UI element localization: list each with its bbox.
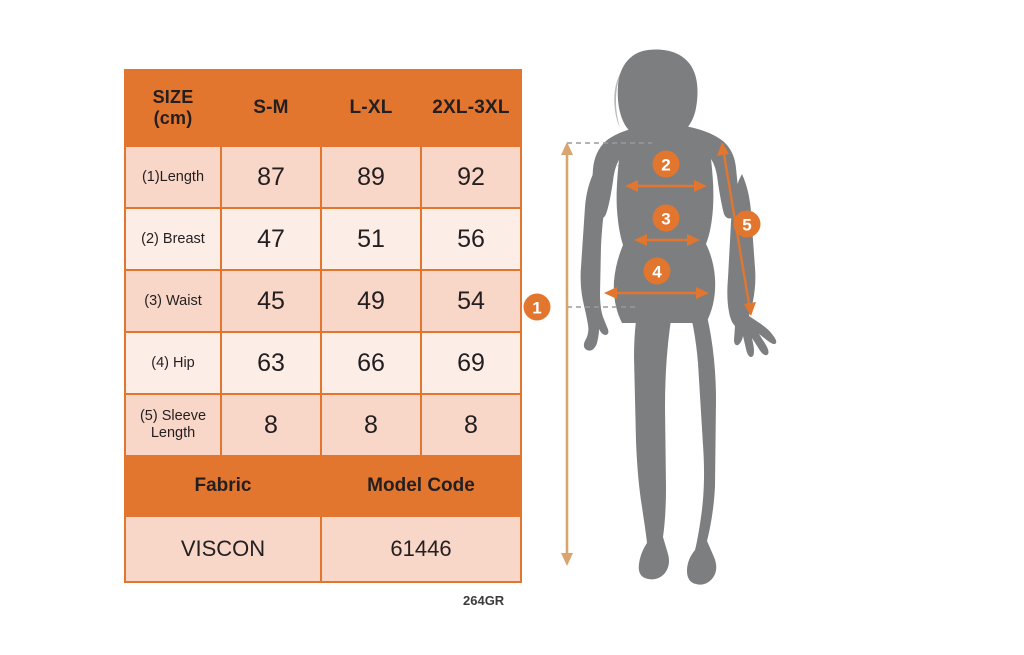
- footer-fabric-label: Fabric: [124, 455, 322, 517]
- header-col-3: 2XL-3XL: [420, 69, 522, 147]
- measurement-diagram: 1 2 3 4: [520, 14, 820, 634]
- cell-sleeve-2xl: 8: [420, 393, 522, 457]
- measurement-line-waist: [634, 234, 700, 246]
- cell-sleeve-lxl: 8: [320, 393, 422, 457]
- cell-breast-2xl: 56: [420, 207, 522, 271]
- badge-5-number: 5: [742, 216, 751, 235]
- measurement-line-length: [561, 142, 652, 566]
- cell-waist-2xl: 54: [420, 269, 522, 333]
- table-row: (3) Waist 45 49 54: [124, 269, 522, 333]
- cell-hip-sm: 63: [220, 331, 322, 395]
- cell-waist-lxl: 49: [320, 269, 422, 333]
- badge-3: 3: [652, 204, 680, 232]
- footer-model-code-label: Model Code: [320, 455, 522, 517]
- table-header-row: SIZE (cm) S-M L-XL 2XL-3XL: [124, 69, 522, 147]
- cell-hip-lxl: 66: [320, 331, 422, 395]
- badge-1: 1: [523, 293, 551, 321]
- measurement-line-hip: [604, 287, 709, 299]
- row-label-breast: (2) Breast: [124, 207, 222, 271]
- table-row: (5) Sleeve Length 8 8 8: [124, 393, 522, 457]
- footer-model-code-value: 61446: [320, 515, 522, 583]
- badge-3-number: 3: [661, 210, 670, 229]
- header-size-unit: (cm): [153, 108, 193, 128]
- measurement-line-breast: [625, 180, 707, 192]
- size-chart-table: SIZE (cm) S-M L-XL 2XL-3XL (1)Length 87 …: [124, 69, 522, 583]
- badge-2-number: 2: [661, 156, 670, 175]
- row-label-hip: (4) Hip: [124, 331, 222, 395]
- cell-length-sm: 87: [220, 145, 322, 209]
- cell-sleeve-sm: 8: [220, 393, 322, 457]
- row-label-length: (1)Length: [124, 145, 222, 209]
- cell-breast-lxl: 51: [320, 207, 422, 271]
- header-col-2: L-XL: [320, 69, 422, 147]
- cell-length-2xl: 92: [420, 145, 522, 209]
- product-code-caption: 264GR: [463, 593, 505, 608]
- badge-1-number: 1: [532, 299, 541, 318]
- table-row: (1)Length 87 89 92: [124, 145, 522, 209]
- cell-hip-2xl: 69: [420, 331, 522, 395]
- row-label-sleeve-length: (5) Sleeve Length: [124, 393, 222, 457]
- cell-length-lxl: 89: [320, 145, 422, 209]
- cell-waist-sm: 45: [220, 269, 322, 333]
- female-silhouette-icon: [580, 49, 777, 585]
- table-footer-value-row: VISCON 61446: [124, 515, 522, 583]
- header-size-cell: SIZE (cm): [124, 69, 222, 147]
- row-label-waist: (3) Waist: [124, 269, 222, 333]
- table-row: (4) Hip 63 66 69: [124, 331, 522, 395]
- header-size-label: SIZE: [152, 86, 194, 107]
- badge-5: 5: [733, 210, 761, 238]
- table-footer-header-row: Fabric Model Code: [124, 455, 522, 517]
- badge-4: 4: [643, 257, 671, 285]
- footer-fabric-value: VISCON: [124, 515, 322, 583]
- badge-2: 2: [652, 150, 680, 178]
- header-col-1: S-M: [220, 69, 322, 147]
- cell-breast-sm: 47: [220, 207, 322, 271]
- table-row: (2) Breast 47 51 56: [124, 207, 522, 271]
- badge-4-number: 4: [652, 263, 662, 282]
